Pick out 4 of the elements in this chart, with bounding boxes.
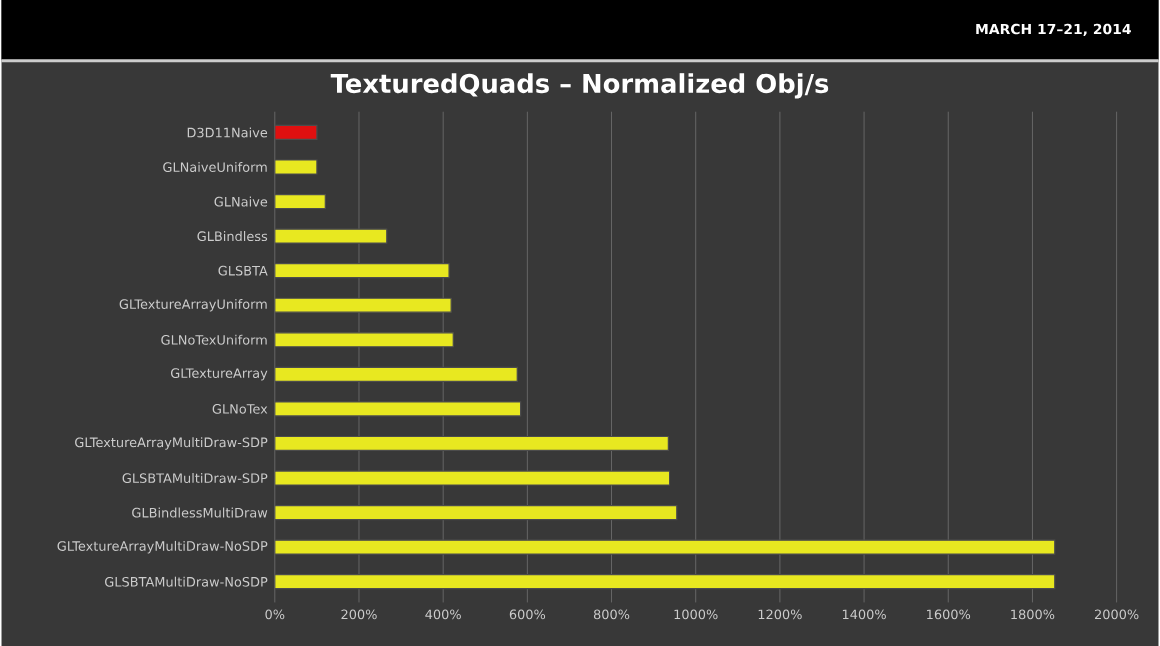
bar — [274, 297, 452, 313]
bar — [274, 193, 326, 209]
bar — [274, 504, 678, 521]
chart-title: TexturedQuads – Normalized Obj/s — [330, 73, 829, 99]
